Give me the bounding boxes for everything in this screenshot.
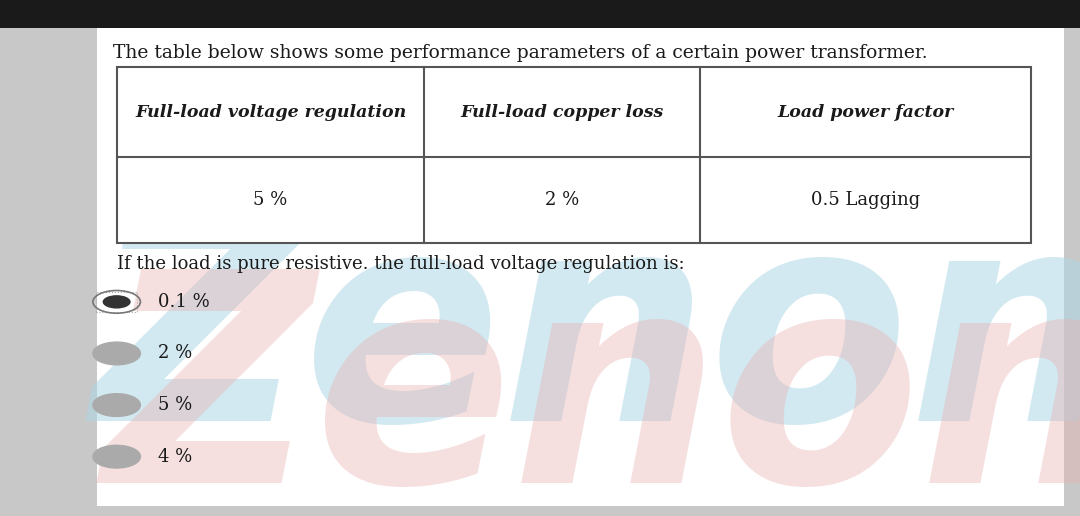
Circle shape <box>93 445 140 468</box>
Circle shape <box>93 342 140 365</box>
Text: 2 %: 2 % <box>158 345 192 362</box>
Text: If the load is pure resistive. the full-load voltage regulation is:: If the load is pure resistive. the full-… <box>117 255 685 273</box>
Text: 5 %: 5 % <box>158 396 192 414</box>
Text: 4 %: 4 % <box>158 448 192 465</box>
Text: 2 %: 2 % <box>545 191 579 209</box>
Text: The table below shows some performance parameters of a certain power transformer: The table below shows some performance p… <box>113 44 928 62</box>
Text: 0.1 %: 0.1 % <box>158 293 210 311</box>
Text: Zenon: Zenon <box>93 199 1080 482</box>
FancyBboxPatch shape <box>117 67 1031 243</box>
Text: 0.5 Lagging: 0.5 Lagging <box>811 191 920 209</box>
FancyBboxPatch shape <box>0 0 1080 28</box>
Circle shape <box>103 295 131 309</box>
Text: Full-load copper loss: Full-load copper loss <box>460 104 664 121</box>
Text: 5 %: 5 % <box>254 191 287 209</box>
Text: Full-load voltage regulation: Full-load voltage regulation <box>135 104 406 121</box>
Text: Load power factor: Load power factor <box>778 104 954 121</box>
Circle shape <box>93 394 140 416</box>
FancyBboxPatch shape <box>97 23 1064 506</box>
Text: Zenon: Zenon <box>104 261 1080 516</box>
